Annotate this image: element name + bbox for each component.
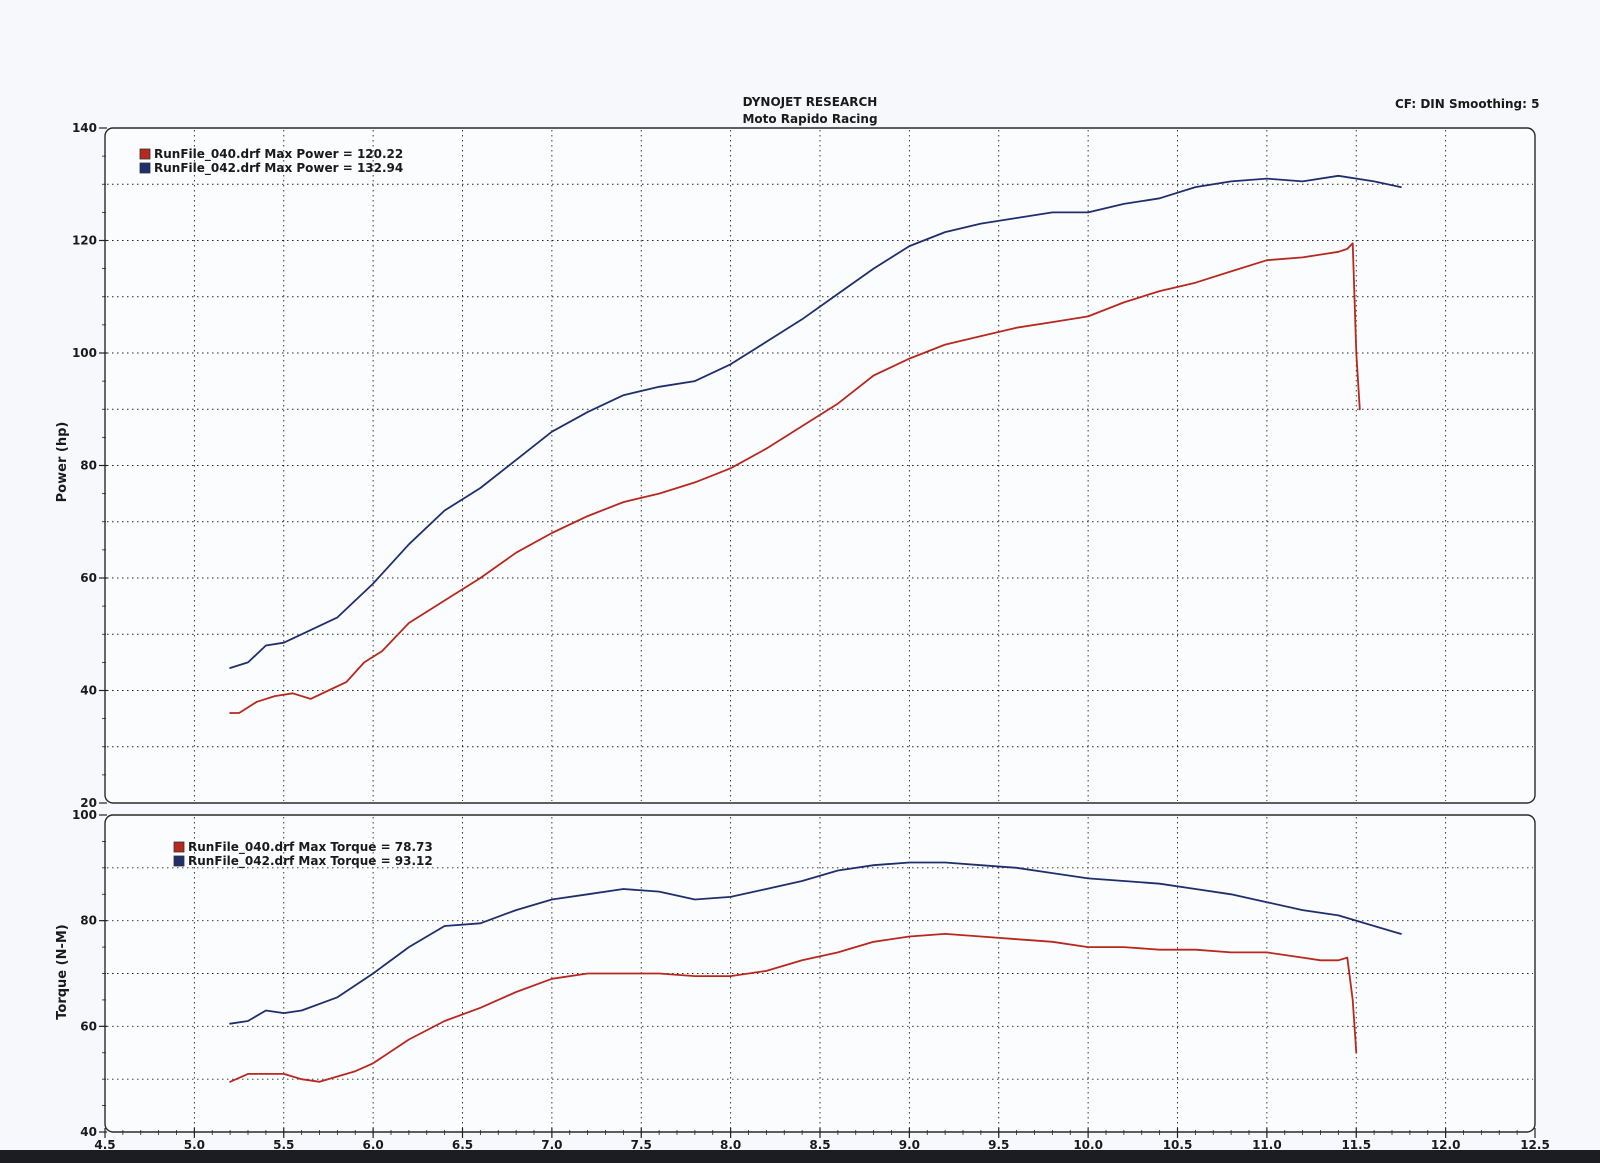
legend-swatch: [139, 148, 151, 160]
y-axis-label: Power (hp): [55, 422, 70, 503]
y-axis-label: Torque (N-M): [55, 924, 70, 1019]
x-tick-label: 9.0: [899, 1138, 920, 1152]
x-tick-label: 6.5: [452, 1138, 473, 1152]
legend-entry: RunFile_040.drf Max Power = 120.22: [154, 147, 403, 162]
y-tick-label: 60: [80, 1019, 97, 1033]
legend-swatch: [173, 841, 185, 853]
x-tick-label: 10.0: [1073, 1138, 1103, 1152]
y-tick-label: 140: [72, 121, 97, 135]
legend-swatch: [173, 855, 185, 867]
x-tick-label: 5.0: [184, 1138, 205, 1152]
x-tick-label: 4.5: [94, 1138, 115, 1152]
x-tick-label: 7.0: [541, 1138, 562, 1152]
y-tick-label: 100: [72, 346, 97, 360]
torque-panel: 40 60 80 100 4.5 5.0 5.5 6.0 6.5 7.0 7.5 8.0 8.5 9.0 9…: [55, 808, 1550, 1152]
x-tick-label: 9.5: [988, 1138, 1009, 1152]
y-tick-label: 80: [80, 914, 97, 928]
series-line-runfile-040-drf: [229, 933, 1358, 1083]
y-tick-label: 40: [80, 684, 97, 698]
y-tick-label: 100: [72, 808, 97, 822]
correction-factor-label: CF: DIN Smoothing: 5: [1395, 97, 1540, 111]
x-tick-label: 12.5: [1520, 1138, 1550, 1152]
x-tick-label: 11.5: [1341, 1138, 1371, 1152]
chart-title: DYNOJET RESEARCH: [742, 95, 878, 109]
legend-entry: RunFile_042.drf Max Power = 132.94: [154, 161, 403, 176]
scan-edge-band: [0, 1150, 1600, 1163]
chart-subtitle: Moto Rapido Racing: [742, 112, 878, 126]
x-tick-label: 8.5: [809, 1138, 830, 1152]
series-line-runfile-042-drf: [229, 174, 1402, 669]
y-tick-label: 40: [80, 1125, 97, 1139]
legend-entry: RunFile_042.drf Max Torque = 93.12: [188, 854, 433, 869]
x-tick-label: 7.5: [631, 1138, 652, 1152]
x-tick-label: 8.0: [720, 1138, 741, 1152]
x-tick-label: 11.0: [1252, 1138, 1282, 1152]
x-tick-label: 12.0: [1431, 1138, 1461, 1152]
x-tick-label: 5.5: [273, 1138, 294, 1152]
y-tick-label: 120: [72, 234, 97, 248]
series-line-runfile-042-drf: [229, 861, 1402, 1025]
y-tick-label: 80: [80, 459, 97, 473]
x-tick-label: 6.0: [362, 1138, 383, 1152]
legend-entry: RunFile_040.drf Max Torque = 78.73: [188, 840, 433, 855]
y-tick-label: 60: [80, 571, 97, 585]
y-tick-label: 20: [80, 796, 97, 810]
legend-swatch: [139, 162, 151, 174]
series-line-runfile-040-drf: [229, 242, 1361, 714]
x-tick-label: 10.5: [1163, 1138, 1193, 1152]
power-panel: 20 40 60 80 100 120 140 Power (hp) RunFile_040.d…: [55, 121, 1536, 810]
